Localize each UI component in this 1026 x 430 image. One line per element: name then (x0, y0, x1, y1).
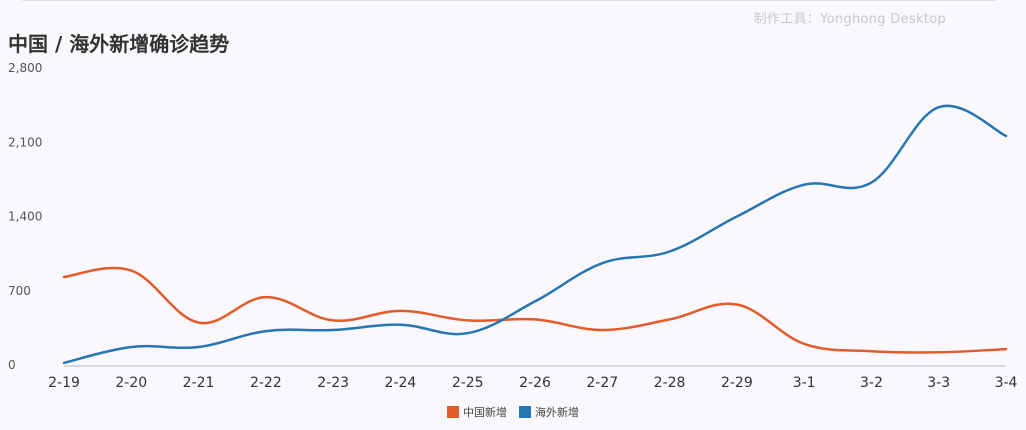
x-axis: 2-19 2-20 2-21 2-22 2-23 2-24 2-25 2-26 2-27 2-28… (48, 365, 1018, 391)
x-tick-label: 2-27 (586, 375, 618, 391)
data-point[interactable] (666, 315, 674, 323)
data-point[interactable] (329, 316, 337, 324)
top-rule (22, 0, 996, 1)
series-line-china[interactable] (62, 266, 1008, 354)
data-point[interactable] (195, 319, 203, 327)
data-point[interactable] (800, 181, 808, 189)
legend-label-china: 中国新增 (463, 406, 507, 419)
data-point[interactable] (329, 326, 337, 334)
x-tick-label: 2-29 (721, 375, 753, 391)
x-tick-label: 2-25 (452, 375, 484, 391)
data-point[interactable] (1002, 345, 1010, 353)
series-line-overseas[interactable] (62, 104, 1008, 365)
data-point[interactable] (935, 348, 943, 356)
legend-item-overseas[interactable]: 海外新增 (519, 404, 579, 420)
data-point[interactable] (598, 326, 606, 334)
data-point[interactable] (531, 315, 539, 323)
data-point[interactable] (127, 343, 135, 351)
data-point[interactable] (666, 248, 674, 256)
y-tick-label: 0 (8, 358, 16, 372)
data-point[interactable] (262, 327, 270, 335)
y-tick-label: 2,800 (8, 61, 42, 75)
data-point[interactable] (800, 340, 808, 348)
y-tick-label: 700 (8, 284, 31, 298)
data-point[interactable] (867, 347, 875, 355)
legend-label-overseas: 海外新增 (535, 406, 579, 419)
x-tick-label: 2-26 (519, 375, 551, 391)
x-tick-label: 3-4 (995, 375, 1018, 391)
x-tick-label: 3-3 (927, 375, 950, 391)
x-tick-label: 2-21 (183, 375, 215, 391)
chart-title: 中国 / 海外新增确诊趋势 (8, 32, 230, 56)
line-chart: 0 700 1,400 2,100 2,800 2-19 2-20 2-21 2-22 2-23… (8, 61, 1018, 391)
data-point[interactable] (464, 316, 472, 324)
data-point[interactable] (733, 301, 741, 309)
data-point[interactable] (733, 213, 741, 221)
x-tick-label: 3-2 (860, 375, 883, 391)
watermark: 制作工具：Yonghong Desktop (753, 12, 946, 27)
series-layer (60, 103, 1010, 367)
y-tick-label: 2,100 (8, 135, 42, 149)
data-point[interactable] (935, 103, 943, 111)
data-point[interactable] (1002, 132, 1010, 140)
data-point[interactable] (60, 359, 68, 367)
data-point[interactable] (531, 297, 539, 305)
y-axis: 0 700 1,400 2,100 2,800 (8, 61, 42, 372)
x-tick-label: 3-1 (793, 375, 816, 391)
data-point[interactable] (262, 293, 270, 301)
legend-item-china[interactable]: 中国新增 (447, 404, 507, 420)
data-point[interactable] (60, 273, 68, 281)
data-point[interactable] (598, 259, 606, 267)
x-tick-label: 2-19 (48, 375, 80, 391)
data-point[interactable] (195, 343, 203, 351)
data-point[interactable] (396, 307, 404, 315)
data-point[interactable] (464, 329, 472, 337)
y-tick-label: 1,400 (8, 210, 42, 224)
x-tick-label: 2-23 (317, 375, 349, 391)
x-tick-label: 2-22 (250, 375, 282, 391)
legend: 中国新增 海外新增 (0, 404, 1026, 420)
legend-swatch-overseas (519, 406, 531, 418)
x-tick-label: 2-20 (115, 375, 147, 391)
data-point[interactable] (867, 179, 875, 187)
x-tick-label: 2-24 (385, 375, 417, 391)
legend-swatch-china (447, 406, 459, 418)
x-tick-label: 2-28 (654, 375, 686, 391)
data-point[interactable] (396, 321, 404, 329)
data-point[interactable] (127, 267, 135, 275)
